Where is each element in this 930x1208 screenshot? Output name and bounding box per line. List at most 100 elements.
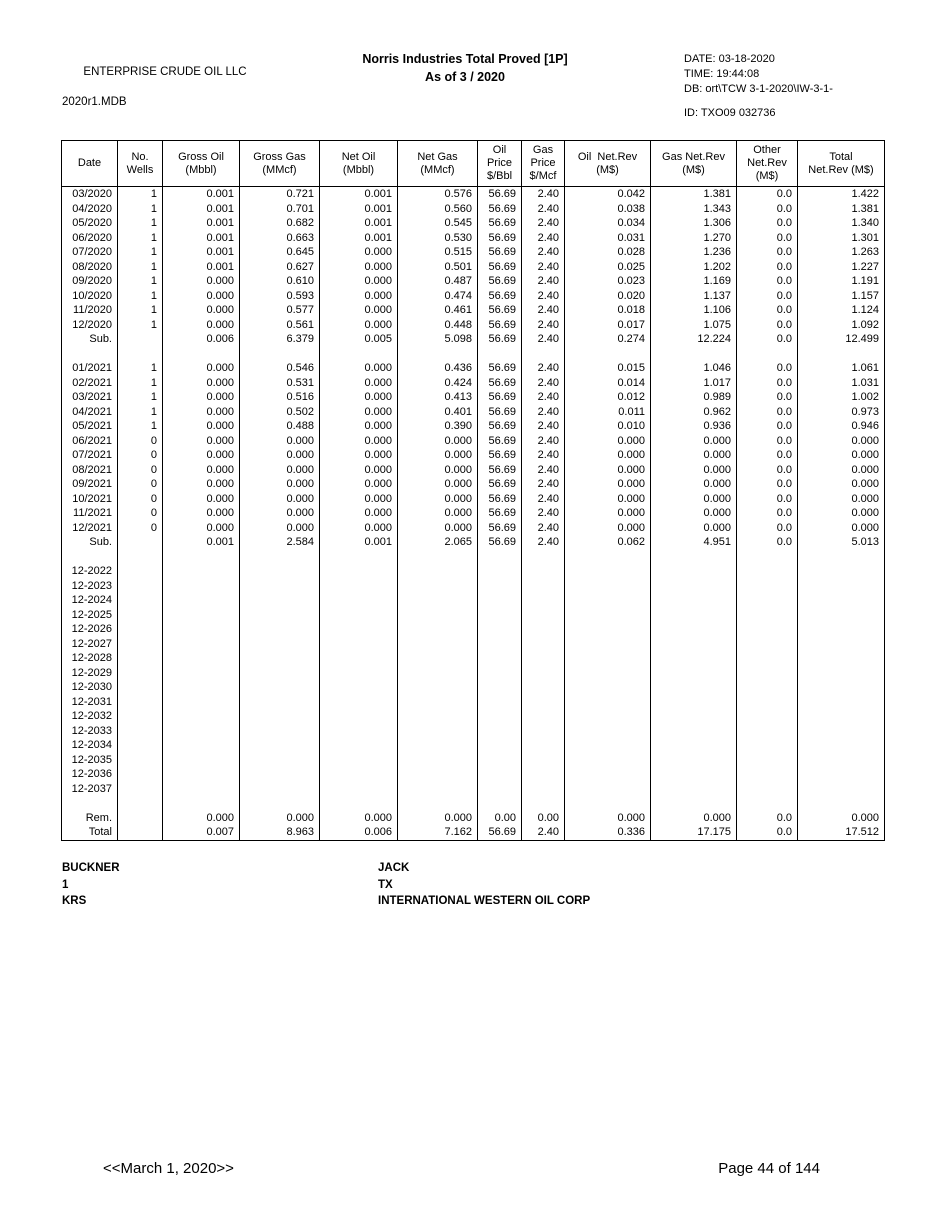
table-cell: 12/2021 [61,520,118,535]
table-cell: 0.000 [650,477,737,492]
table-row: 04/2021 1 0.000 0.502 0.000 0.401 56.69 2.40 0.0… [61,404,885,419]
table-cell [564,593,651,608]
table-cell [564,752,651,767]
table-cell: 1 [117,288,163,303]
table-cell [564,665,651,680]
table-cell [477,651,522,666]
table-cell: 0.0 [736,404,798,419]
table-cell [239,723,320,738]
table-cell: 2.40 [521,506,565,521]
table-cell [239,651,320,666]
table-cell: 0.488 [239,419,320,434]
table-cell: 0.000 [239,520,320,535]
table-cell [239,781,320,796]
table-cell: 0.413 [397,390,478,405]
table-cell: 2.40 [521,462,565,477]
table-row: 12-2031 [61,694,885,709]
table-cell [650,694,737,709]
table-cell: 0.0 [736,375,798,390]
table-cell: 56.69 [477,433,522,448]
table-cell: 1.270 [650,230,737,245]
table-cell: Sub. [61,332,118,347]
table-row: 12/2020 1 0.000 0.561 0.000 0.448 56.69 2.40 0.0… [61,317,885,332]
table-cell [239,767,320,782]
table-cell: 0.000 [397,520,478,535]
table-cell: 0.000 [650,810,737,825]
table-cell: 12-2026 [61,622,118,637]
table-cell [117,346,163,361]
table-cell: 0.962 [650,404,737,419]
well-location-block: JACK TX INTERNATIONAL WESTERN OIL CORP [378,860,590,910]
table-cell [650,549,737,564]
table-cell: 0 [117,491,163,506]
table-cell: 17.512 [797,825,885,840]
table-row: 12-2026 [61,622,885,637]
table-cell [736,680,798,695]
table-cell: 0.000 [397,448,478,463]
table-cell: 56.69 [477,245,522,260]
table-cell [650,752,737,767]
table-cell: 0.001 [162,201,240,216]
table-cell [736,694,798,709]
table-cell: 0.001 [319,186,398,202]
table-cell: 0.516 [239,390,320,405]
table-cell [650,723,737,738]
table-cell [117,636,163,651]
table-cell [736,781,798,796]
table-cell [797,723,885,738]
table-cell [477,636,522,651]
table-cell: 12-2025 [61,607,118,622]
table-cell: 1 [117,419,163,434]
table-cell [319,651,398,666]
table-cell [797,796,885,811]
table-cell [797,738,885,753]
table-cell [239,622,320,637]
table-cell: 1.422 [797,186,885,202]
table-cell: 56.69 [477,186,522,202]
table-cell: 0.000 [319,404,398,419]
table-cell [650,622,737,637]
table-cell: 0.000 [319,448,398,463]
table-cell [239,346,320,361]
table-cell [319,796,398,811]
table-cell [650,564,737,579]
table-cell: 1 [117,274,163,289]
table-row: 12-2029 [61,665,885,680]
table-cell: 1.124 [797,303,885,318]
table-cell [397,752,478,767]
table-cell [117,767,163,782]
table-cell [397,593,478,608]
table-cell [239,738,320,753]
table-cell [319,549,398,564]
table-cell [117,752,163,767]
table-cell: 2.40 [521,245,565,260]
table-row: 08/2021 0 0.000 0.000 0.000 0.000 56.69 2.40 0.0… [61,462,885,477]
table-cell [650,636,737,651]
table-cell: 0.000 [162,303,240,318]
table-cell: 0.000 [162,462,240,477]
table-cell [397,607,478,622]
table-cell: 0.989 [650,390,737,405]
table-row: Sub. 0.001 2.584 0.001 2.065 56.69 2.40 0.062 4.… [61,535,885,550]
table-cell: 0.0 [736,288,798,303]
table-cell: 0.0 [736,303,798,318]
page-number: Page 44 of 144 [718,1160,820,1177]
table-cell: 0.000 [319,477,398,492]
table-cell: 0.000 [797,520,885,535]
table-cell [650,665,737,680]
table-cell: 0.000 [319,462,398,477]
table-cell: 0.0 [736,491,798,506]
table-cell: 0.000 [319,303,398,318]
table-cell: 0.000 [319,245,398,260]
table-cell [319,680,398,695]
table-cell [319,622,398,637]
table-cell: 0.000 [397,433,478,448]
table-cell [650,578,737,593]
table-cell [521,781,565,796]
table-cell: 0.000 [650,491,737,506]
table-cell: 0 [117,477,163,492]
table-cell: 5.013 [797,535,885,550]
table-cell: 0.546 [239,361,320,376]
table-cell: 0.001 [162,216,240,231]
table-cell: 0.561 [239,317,320,332]
